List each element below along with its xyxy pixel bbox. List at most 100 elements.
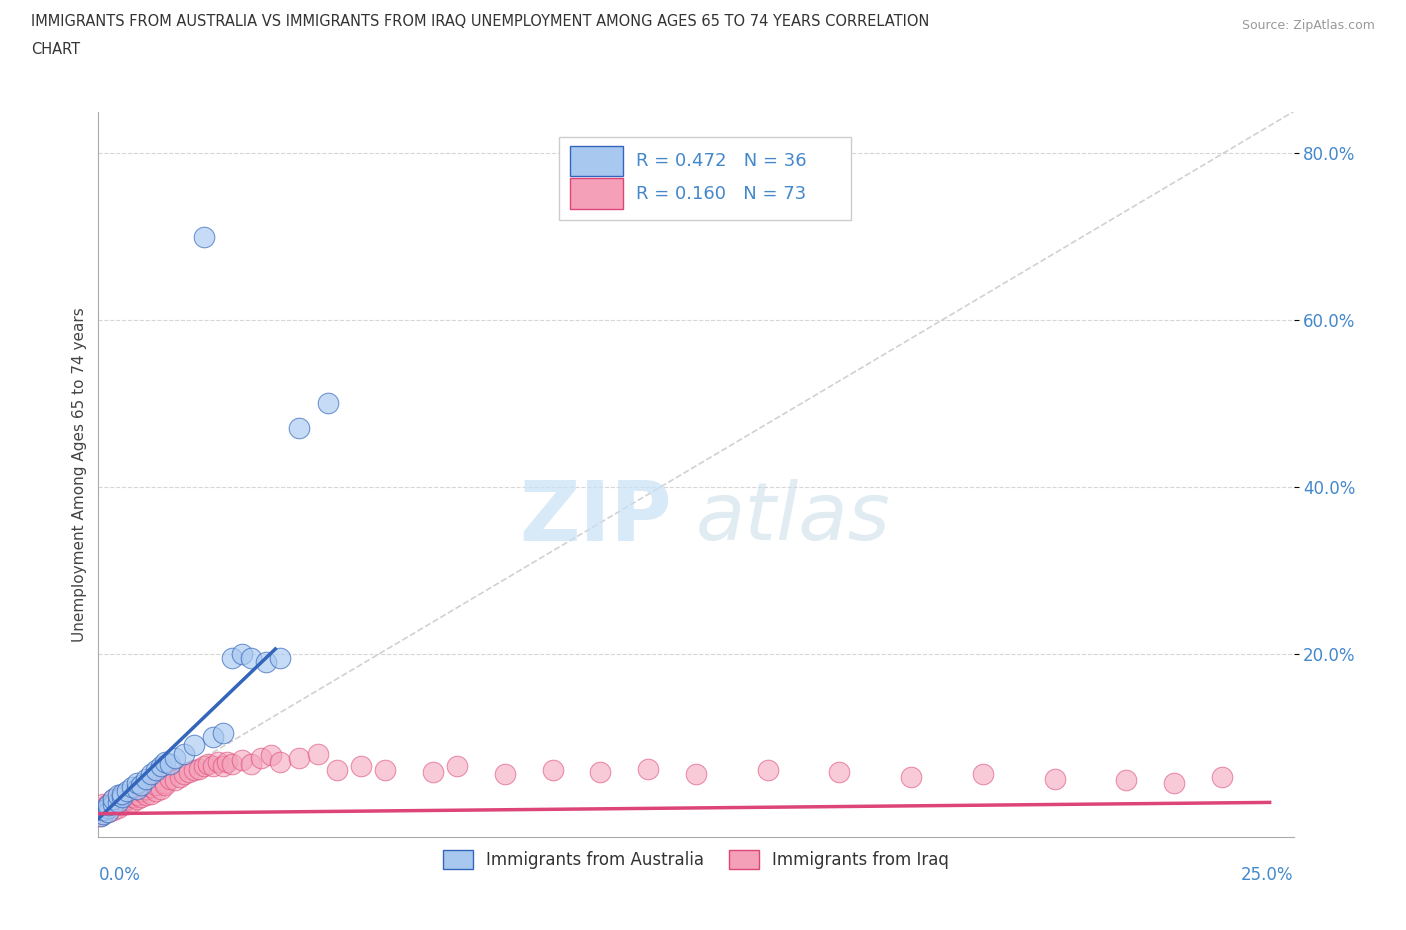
Point — [111, 798, 134, 813]
Point — [685, 767, 707, 782]
Text: CHART: CHART — [31, 42, 80, 57]
Point — [135, 771, 157, 786]
Point — [145, 777, 167, 792]
Point — [107, 801, 129, 816]
Point — [139, 779, 162, 794]
Point — [155, 754, 177, 769]
Point — [187, 761, 209, 776]
Point — [446, 759, 468, 774]
Text: Source: ZipAtlas.com: Source: ZipAtlas.com — [1241, 19, 1375, 32]
Point — [159, 771, 181, 786]
Point — [231, 646, 253, 661]
Point — [135, 788, 157, 803]
Point — [1043, 771, 1066, 786]
Point — [125, 788, 148, 803]
Point — [288, 751, 311, 765]
Point — [121, 790, 143, 804]
Point — [637, 761, 659, 776]
Point — [288, 421, 311, 436]
Y-axis label: Unemployment Among Ages 65 to 74 years: Unemployment Among Ages 65 to 74 years — [72, 307, 87, 642]
Point — [350, 759, 373, 774]
Text: R = 0.160   N = 73: R = 0.160 N = 73 — [637, 184, 807, 203]
Text: R = 0.472   N = 36: R = 0.472 N = 36 — [637, 152, 807, 170]
Point — [183, 763, 205, 777]
Point — [250, 751, 273, 765]
Point — [231, 753, 253, 768]
Point — [139, 786, 162, 801]
Point — [269, 754, 291, 769]
Point — [217, 754, 239, 769]
Point — [159, 756, 181, 771]
Point — [1211, 769, 1233, 784]
Point — [541, 763, 564, 777]
Point — [121, 794, 143, 809]
Point — [90, 806, 112, 821]
Point — [756, 763, 779, 777]
Point — [115, 796, 138, 811]
Point — [107, 788, 129, 803]
Point — [197, 756, 219, 771]
Point — [125, 781, 148, 796]
Point — [1163, 776, 1185, 790]
Point — [254, 655, 277, 670]
Point — [202, 759, 225, 774]
Point — [107, 796, 129, 811]
FancyBboxPatch shape — [571, 179, 623, 209]
Point — [111, 786, 134, 801]
Point — [107, 792, 129, 807]
Point — [111, 790, 134, 804]
Point — [202, 729, 225, 744]
Point — [259, 748, 281, 763]
Text: atlas: atlas — [696, 479, 891, 557]
FancyBboxPatch shape — [558, 137, 852, 220]
Point — [589, 764, 612, 779]
Point — [163, 773, 186, 788]
Point — [91, 801, 114, 816]
Point — [91, 796, 114, 811]
Point — [900, 769, 922, 784]
Point — [91, 803, 114, 817]
Point — [169, 769, 191, 784]
Point — [207, 754, 229, 769]
Point — [240, 650, 263, 665]
Point — [422, 764, 444, 779]
Point — [89, 809, 111, 824]
Point — [221, 756, 243, 771]
Point — [101, 796, 124, 811]
Point — [193, 229, 215, 244]
Point — [155, 777, 177, 792]
Point — [326, 763, 349, 777]
Point — [145, 784, 167, 799]
Point — [135, 781, 157, 796]
Point — [91, 804, 114, 819]
Point — [91, 806, 114, 821]
Point — [155, 776, 177, 790]
Point — [101, 798, 124, 813]
Point — [97, 801, 120, 816]
Point — [240, 756, 263, 771]
Text: 0.0%: 0.0% — [98, 866, 141, 884]
Point — [101, 792, 124, 807]
Point — [211, 725, 233, 740]
Text: 25.0%: 25.0% — [1241, 866, 1294, 884]
Point — [97, 796, 120, 811]
Point — [163, 751, 186, 765]
Point — [111, 794, 134, 809]
Point — [90, 809, 112, 824]
Point — [131, 777, 153, 792]
Point — [1115, 773, 1137, 788]
Legend: Immigrants from Australia, Immigrants from Iraq: Immigrants from Australia, Immigrants fr… — [436, 844, 956, 876]
FancyBboxPatch shape — [571, 146, 623, 176]
Point — [221, 650, 243, 665]
Point — [972, 767, 994, 782]
Point — [111, 788, 134, 803]
Point — [193, 759, 215, 774]
Point — [269, 650, 291, 665]
Point — [149, 781, 172, 796]
Point — [183, 737, 205, 752]
Point — [828, 764, 851, 779]
Point — [97, 801, 120, 816]
Point — [374, 763, 396, 777]
Point — [97, 804, 120, 819]
Point — [494, 767, 516, 782]
